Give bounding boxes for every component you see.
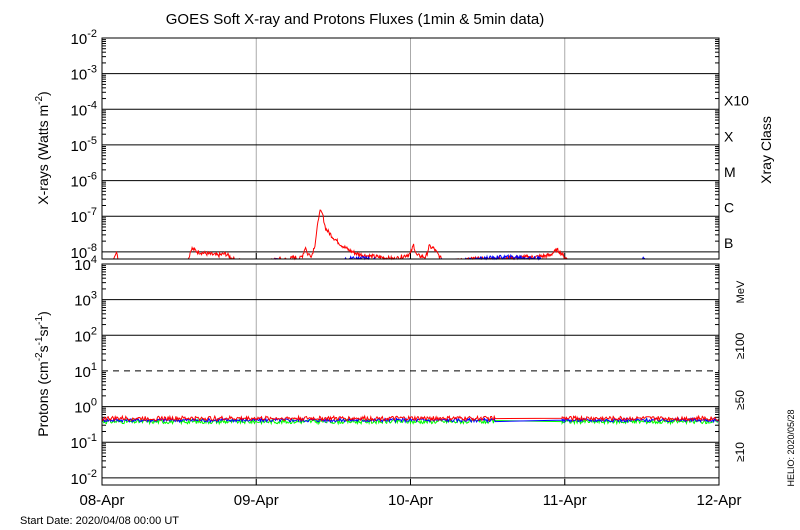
proton-y-tick-label: 10-1 [71, 432, 97, 452]
protons-panel: 10-2 10-1 100 101 102 103 104 Protons (cm-2s-1… [34, 254, 747, 488]
xray-class-labels: B C M X X10 [724, 93, 749, 252]
xray-y-tick-labels: 10-8 10-7 10-6 10-5 10-4 10-3 10-2 [71, 28, 97, 262]
proton-y-tick-labels: 10-2 10-1 100 101 102 103 104 [71, 254, 97, 488]
xray-y-tick-label: 10-6 [71, 171, 97, 191]
legend-ge50: ≥50 [733, 390, 747, 410]
xray-panel-frame [101, 37, 720, 260]
proton-y-axis-title: Protons (cm-2s-1sr-1) [34, 311, 51, 437]
proton-y-tick-label: 102 [74, 325, 97, 345]
xray-class-label: X10 [724, 93, 749, 109]
xray-panel: 10-8 10-7 10-6 10-5 10-4 10-3 10-2 B C M X X10 X-r… [34, 28, 774, 262]
x-tick-label: 08-Apr [79, 492, 124, 509]
xray-series-line-blue [194, 253, 719, 261]
xray-class-label: C [724, 200, 734, 216]
legend-ge10: ≥10 [733, 442, 747, 462]
x-tick-label: 12-Apr [696, 492, 741, 509]
x-tick-label: 11-Apr [543, 492, 587, 509]
proton-series-line [101, 414, 720, 422]
xray-class-label: M [724, 164, 736, 180]
x-tick-label: 09-Apr [234, 492, 279, 509]
xray-y-tick-label: 10-7 [71, 206, 97, 226]
xray-y-tick-label: 10-8 [71, 242, 97, 262]
xray-class-axis-title: Xray Class [758, 116, 774, 184]
xray-y-tick-label: 10-5 [71, 135, 97, 155]
x-tick-label: 10-Apr [388, 492, 433, 509]
proton-y-tick-label: 101 [74, 361, 97, 381]
energy-unit-label: MeV [735, 280, 747, 303]
xray-y-axis-title: X-rays (Watts m-2) [34, 91, 51, 204]
chart-title: GOES Soft X-ray and Protons Fluxes (1min… [166, 11, 545, 28]
proton-y-tick-label: 104 [74, 254, 97, 274]
proton-y-tick-label: 103 [74, 290, 97, 310]
xray-y-tick-label: 10-2 [71, 28, 97, 48]
proton-y-tick-label: 10-2 [71, 468, 97, 488]
proton-y-tick-label: 100 [74, 397, 97, 417]
proton-series-line [101, 416, 720, 424]
xray-y-tick-label: 10-4 [71, 99, 97, 119]
xray-class-label: B [724, 235, 733, 251]
credit-label: HELIO: 2020/05/28 [786, 409, 796, 486]
xray-grid [101, 38, 720, 259]
start-date-label: Start Date: 2020/04/08 00:00 UT [20, 515, 179, 527]
legend-ge100: ≥100 [733, 332, 747, 359]
xray-class-label: X [724, 128, 734, 144]
proton-panel-frame [101, 263, 720, 486]
proton-series-group [101, 414, 720, 426]
proton-grid [101, 264, 720, 485]
xray-y-tick-label: 10-3 [71, 64, 97, 84]
x-axis-tick-labels: 08-Apr 09-Apr 10-Apr 11-Apr 12-Apr [79, 492, 741, 509]
